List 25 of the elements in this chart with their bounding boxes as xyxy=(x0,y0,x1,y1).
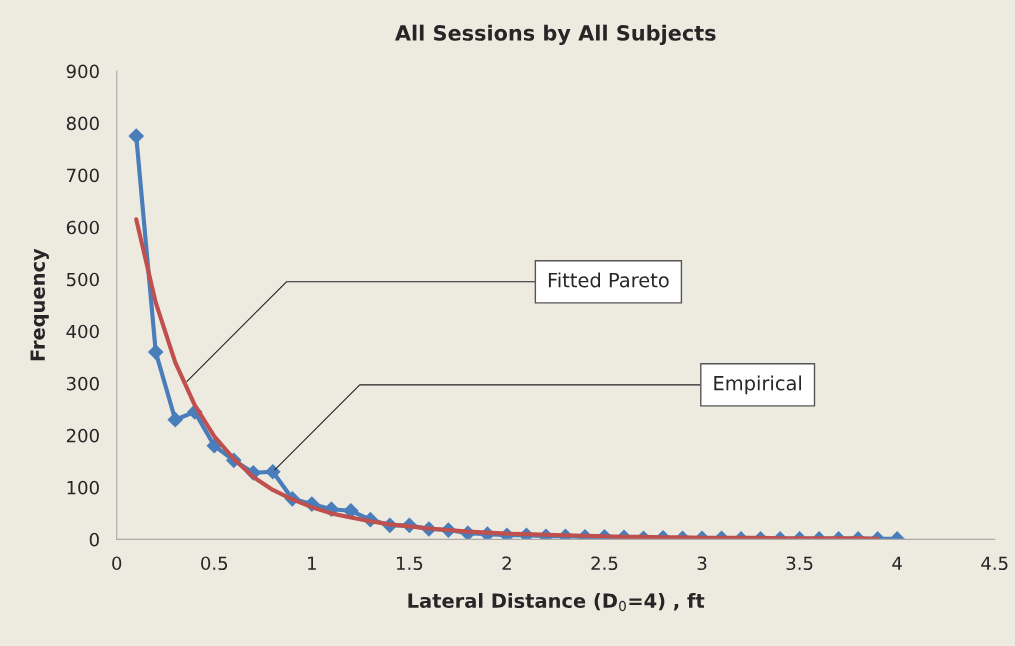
x-tick-label: 1 xyxy=(308,556,316,570)
x-tick-label: 3.5 xyxy=(786,556,813,571)
y-axis-title: Frequency xyxy=(30,248,49,361)
y-tick-label: 0 xyxy=(89,532,99,547)
x-tick-label: 2 xyxy=(502,556,511,570)
y-tick-label: 700 xyxy=(67,168,99,183)
chart-title: All Sessions by All Subjects xyxy=(394,24,716,45)
y-tick-label: 800 xyxy=(66,116,99,131)
y-tick-label: 900 xyxy=(66,64,99,79)
annotation: Empirical xyxy=(714,375,802,395)
y-tick-label: 200 xyxy=(66,428,99,443)
x-tick-label: 4 xyxy=(892,556,902,570)
x-axis-title: Lateral Distance (D$_{0}$=4) , ft xyxy=(408,592,705,612)
y-tick-label: 300 xyxy=(66,376,99,391)
y-tick-label: 600 xyxy=(66,220,99,235)
y-tick-label: 400 xyxy=(66,324,99,339)
x-tick-label: 2.5 xyxy=(591,556,618,571)
x-tick-label: 4.5 xyxy=(981,556,1008,571)
y-tick-label: 500 xyxy=(66,272,99,287)
x-tick-label: 0.5 xyxy=(201,556,228,571)
x-tick-label: 0 xyxy=(112,556,122,571)
x-tick-label: 3 xyxy=(697,556,707,571)
y-tick-label: 100 xyxy=(67,480,99,495)
x-tick-label: 1.5 xyxy=(397,556,423,571)
annotation: Fitted Pareto xyxy=(548,272,669,288)
